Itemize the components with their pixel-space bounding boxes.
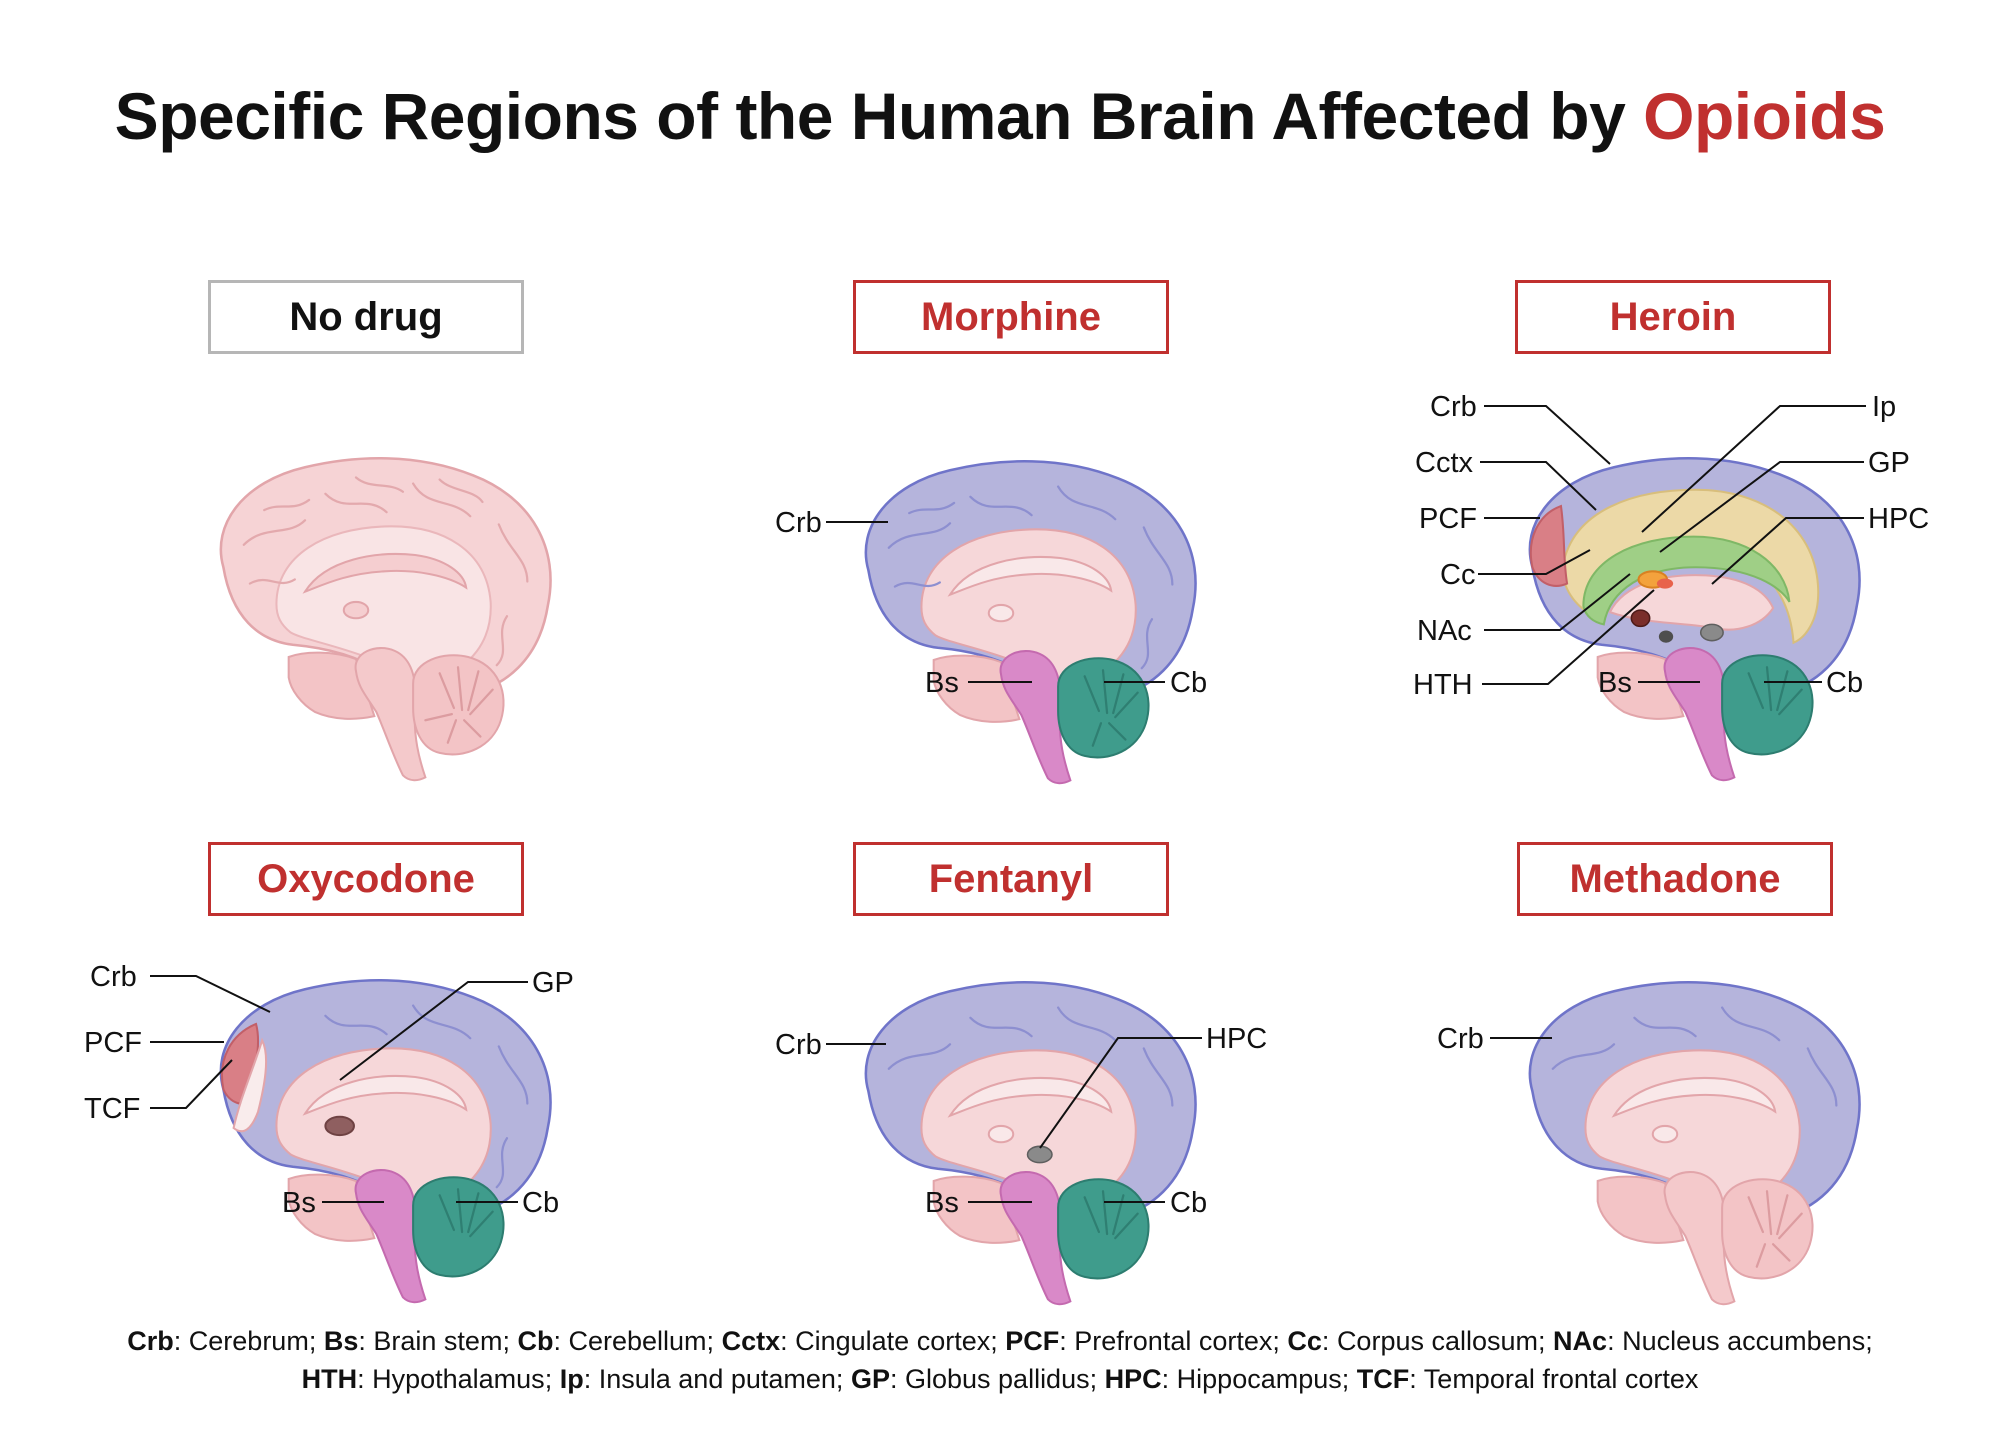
anno-oxycodone-gp: GP — [532, 967, 574, 999]
panel-label-fentanyl: Fentanyl — [853, 842, 1169, 916]
legend-item: Cc: Corpus callosum; — [1287, 1326, 1546, 1356]
legend-line-1: Crb: Cerebrum; Bs: Brain stem; Cb: Cereb… — [0, 1322, 2000, 1360]
annotations-oxycodone: Crb PCF TCF GP Bs Cb — [84, 961, 574, 1219]
legend-item: Crb: Cerebrum; — [127, 1326, 317, 1356]
anno-heroin-ip: Ip — [1872, 391, 1896, 423]
legend-line-2: HTH: Hypothalamus; Ip: Insula and putame… — [0, 1360, 2000, 1398]
legend-item: Cctx: Cingulate cortex; — [721, 1326, 998, 1356]
anno-fentanyl-cb: Cb — [1170, 1187, 1207, 1219]
anno-morphine-cb: Cb — [1170, 667, 1207, 699]
legend-item: PCF: Prefrontal cortex; — [1005, 1326, 1280, 1356]
brain-oxycodone — [219, 978, 552, 1304]
anno-oxycodone-cb: Cb — [522, 1187, 559, 1219]
brain-heroin — [1528, 456, 1861, 782]
anno-heroin-nac: NAc — [1417, 615, 1472, 647]
title-main: Specific Regions of the Human Brain Affe… — [114, 79, 1626, 153]
anno-heroin-pcf: PCF — [1419, 503, 1477, 535]
anno-heroin-cctx: Cctx — [1415, 447, 1474, 479]
legend-item: Cb: Cerebellum; — [517, 1326, 715, 1356]
legend-item: Bs: Brain stem; — [323, 1326, 510, 1356]
anno-heroin-hpc: HPC — [1868, 503, 1929, 535]
anno-heroin-cc: Cc — [1440, 559, 1475, 591]
panel-label-no-drug: No drug — [208, 280, 524, 354]
legend-item: Ip: Insula and putamen; — [559, 1364, 844, 1394]
legend-item: HTH: Hypothalamus; — [301, 1364, 553, 1394]
legend: Crb: Cerebrum; Bs: Brain stem; Cb: Cereb… — [0, 1322, 2000, 1398]
anno-methadone-crb: Crb — [1437, 1023, 1484, 1055]
anno-heroin-gp: GP — [1868, 447, 1910, 479]
legend-item: NAc: Nucleus accumbens; — [1553, 1326, 1873, 1356]
panel-label-morphine: Morphine — [853, 280, 1169, 354]
annotations-heroin: Crb Cctx PCF Cc NAc HTH Ip GP HPC Bs Cb — [1413, 391, 1929, 701]
brain-no-drug — [219, 456, 552, 782]
anno-heroin-cb: Cb — [1826, 667, 1863, 699]
anno-heroin-crb: Crb — [1430, 391, 1477, 423]
anno-morphine-bs: Bs — [925, 667, 959, 699]
anno-oxycodone-bs: Bs — [282, 1187, 316, 1219]
anno-oxycodone-pcf: PCF — [84, 1027, 142, 1059]
brain-fentanyl — [864, 980, 1197, 1306]
annotations-fentanyl: Crb HPC Bs Cb — [775, 1023, 1267, 1219]
anno-heroin-bs: Bs — [1598, 667, 1632, 699]
brain-methadone — [1528, 980, 1861, 1306]
anno-fentanyl-bs: Bs — [925, 1187, 959, 1219]
anno-heroin-hth: HTH — [1413, 669, 1473, 701]
anno-oxycodone-crb: Crb — [90, 961, 137, 993]
legend-item: GP: Globus pallidus; — [850, 1364, 1098, 1394]
anno-morphine-crb: Crb — [775, 507, 822, 539]
anno-fentanyl-hpc: HPC — [1206, 1023, 1267, 1055]
panel-label-heroin: Heroin — [1515, 280, 1831, 354]
page-title: Specific Regions of the Human Brain Affe… — [0, 78, 2000, 154]
panel-label-oxycodone: Oxycodone — [208, 842, 524, 916]
anno-oxycodone-tcf: TCF — [84, 1093, 140, 1125]
title-accent: Opioids — [1643, 79, 1886, 153]
anno-fentanyl-crb: Crb — [775, 1029, 822, 1061]
legend-item: TCF: Temporal frontal cortex — [1356, 1364, 1699, 1394]
legend-item: HPC: Hippocampus; — [1104, 1364, 1350, 1394]
brain-morphine — [864, 459, 1197, 785]
annotations-morphine: Crb Bs Cb — [775, 507, 1207, 699]
panel-label-methadone: Methadone — [1517, 842, 1833, 916]
annotations-methadone: Crb — [1437, 1023, 1552, 1055]
